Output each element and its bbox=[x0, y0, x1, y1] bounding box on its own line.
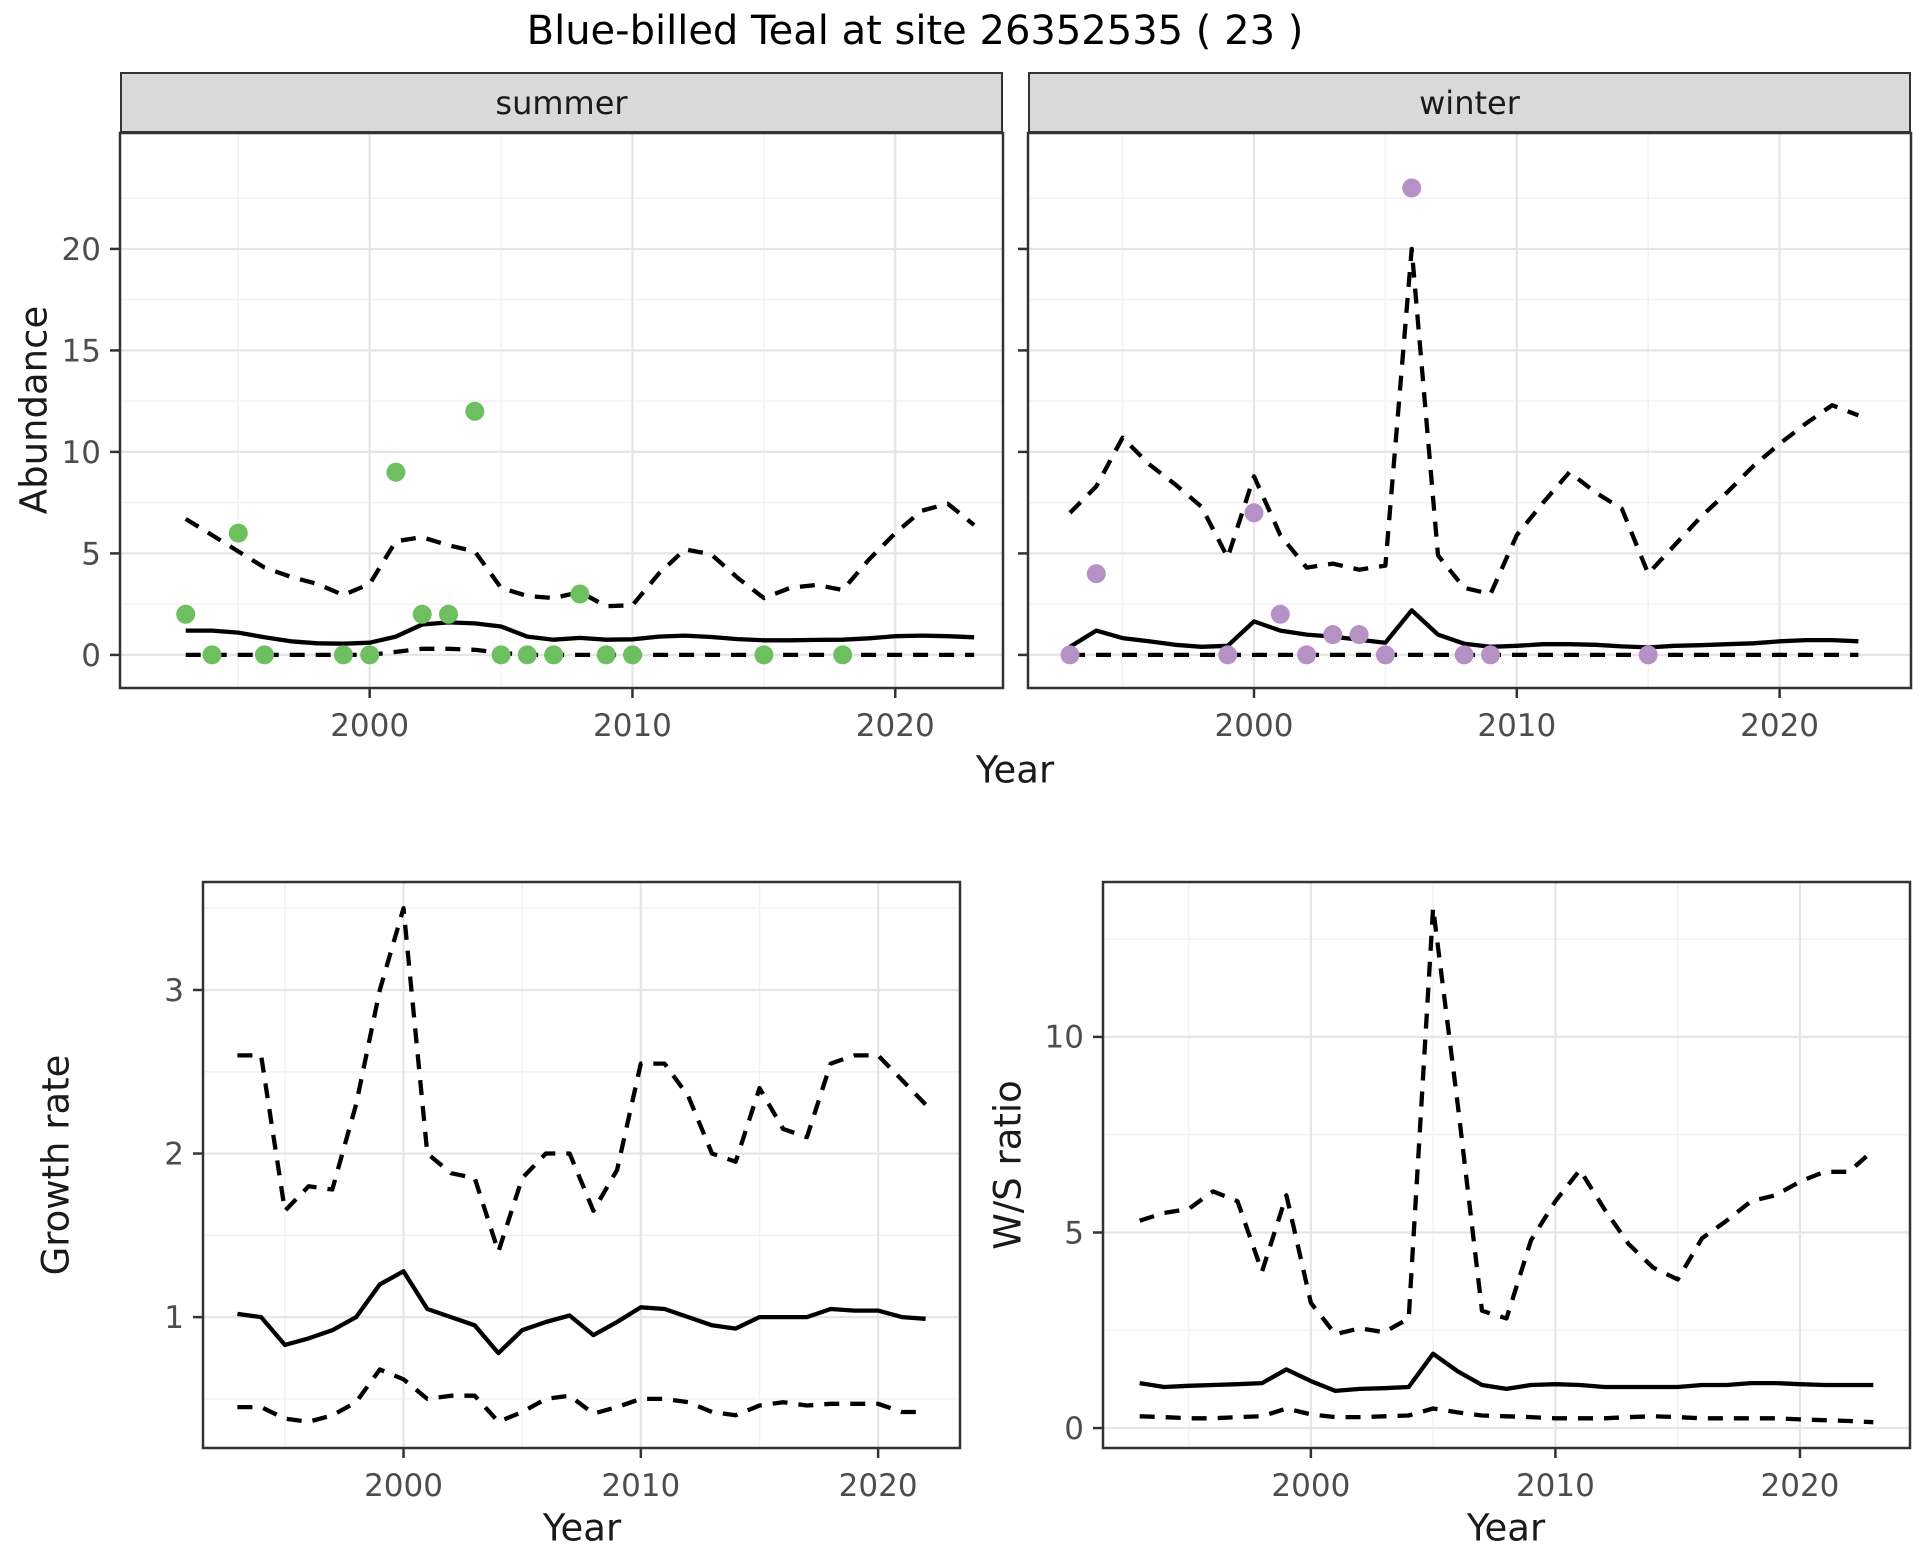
panel-background bbox=[1028, 133, 1911, 688]
facet-strip-winter-label: winter bbox=[1419, 83, 1520, 122]
chart-title: Blue-billed Teal at site 26352535 ( 23 ) bbox=[526, 8, 1304, 54]
series-line-mean-abundance-summer bbox=[185, 620, 975, 646]
data-point-abundance-winter bbox=[1638, 645, 1658, 665]
panel-border-abundance-summer bbox=[118, 131, 1005, 690]
data-point-abundance-summer bbox=[570, 584, 590, 604]
y-axis-title-abundance: Abundance bbox=[12, 305, 56, 515]
panel-border-abundance-winter bbox=[1026, 131, 1913, 690]
data-point-abundance-summer bbox=[754, 645, 774, 665]
x-tick-label: 2020 bbox=[1740, 708, 1819, 744]
data-point-abundance-summer bbox=[386, 462, 406, 482]
x-tick-label: 2010 bbox=[1477, 708, 1556, 744]
data-point-abundance-winter bbox=[1297, 645, 1317, 665]
x-tick-label: 2020 bbox=[1761, 1468, 1840, 1504]
y-tick-label: 5 bbox=[81, 536, 101, 572]
series-line-upper-ci-ws-ratio bbox=[1139, 905, 1875, 1337]
series-line-lower-ci-ws-ratio bbox=[1139, 1406, 1874, 1425]
data-point-abundance-winter bbox=[1060, 645, 1080, 665]
data-point-abundance-summer bbox=[255, 645, 274, 665]
data-point-abundance-winter bbox=[1244, 503, 1264, 523]
data-point-abundance-summer bbox=[833, 645, 853, 665]
y-axis-title-ws-ratio: W/S ratio bbox=[986, 1080, 1030, 1250]
y-tick-label: 0 bbox=[81, 638, 101, 674]
data-point-abundance-winter bbox=[1402, 178, 1422, 198]
x-axis-title-year-top: Year bbox=[975, 748, 1055, 792]
facet-strip-summer-label: summer bbox=[495, 83, 628, 122]
data-point-abundance-winter bbox=[1481, 645, 1500, 665]
panel-background bbox=[203, 882, 960, 1448]
facet-strip-winter: winter bbox=[1028, 72, 1911, 133]
series-line-lower-ci-growth-rate bbox=[237, 1367, 926, 1424]
y-tick-label: 15 bbox=[62, 333, 101, 369]
y-tick-label: 10 bbox=[62, 435, 101, 471]
data-point-abundance-winter bbox=[1349, 625, 1369, 645]
x-tick-label: 2020 bbox=[856, 708, 935, 744]
x-axis-title-year-ws: Year bbox=[1466, 1506, 1546, 1550]
panel-background bbox=[1103, 882, 1910, 1448]
panel-border-ws-ratio bbox=[1101, 880, 1912, 1450]
data-point-abundance-summer bbox=[176, 604, 196, 624]
series-line-upper-ci-growth-rate bbox=[237, 906, 928, 1254]
y-tick-label: 0 bbox=[1064, 1411, 1084, 1447]
data-point-abundance-winter bbox=[1323, 625, 1343, 645]
data-point-abundance-summer bbox=[465, 401, 485, 421]
y-tick-label: 5 bbox=[1064, 1215, 1084, 1251]
x-tick-label: 2000 bbox=[364, 1468, 443, 1504]
data-point-abundance-summer bbox=[544, 645, 564, 665]
y-tick-label: 1 bbox=[164, 1300, 184, 1336]
data-point-abundance-summer bbox=[517, 645, 537, 665]
data-point-abundance-winter bbox=[1270, 604, 1290, 624]
facet-strip-summer: summer bbox=[120, 72, 1003, 133]
y-tick-label: 2 bbox=[164, 1136, 184, 1172]
data-point-abundance-winter bbox=[1086, 564, 1106, 584]
x-tick-label: 2010 bbox=[593, 708, 672, 744]
series-line-mean-growth-rate bbox=[237, 1269, 926, 1356]
data-point-abundance-winter bbox=[1218, 645, 1238, 665]
x-tick-label: 2000 bbox=[1271, 1468, 1350, 1504]
x-tick-label: 2010 bbox=[1516, 1468, 1595, 1504]
data-point-abundance-summer bbox=[623, 645, 642, 665]
series-line-upper-ci-abundance-winter bbox=[1068, 246, 1860, 597]
x-tick-label: 2010 bbox=[601, 1468, 680, 1504]
series-line-mean-ws-ratio bbox=[1139, 1351, 1874, 1394]
y-tick-label: 3 bbox=[164, 973, 184, 1009]
data-point-abundance-summer bbox=[228, 523, 248, 543]
data-point-abundance-summer bbox=[202, 645, 222, 665]
y-axis-title-growth-rate: Growth rate bbox=[34, 1054, 78, 1276]
y-tick-label: 10 bbox=[1045, 1020, 1084, 1056]
y-tick-label: 20 bbox=[62, 232, 101, 268]
data-point-abundance-summer bbox=[491, 645, 511, 665]
x-tick-label: 2000 bbox=[1215, 708, 1294, 744]
data-point-abundance-summer bbox=[412, 604, 432, 624]
data-point-abundance-summer bbox=[596, 645, 616, 665]
x-tick-label: 2020 bbox=[839, 1468, 918, 1504]
data-point-abundance-winter bbox=[1375, 645, 1395, 665]
x-tick-label: 2000 bbox=[330, 708, 409, 744]
data-point-abundance-winter bbox=[1454, 645, 1474, 665]
data-point-abundance-summer bbox=[333, 645, 353, 665]
data-point-abundance-summer bbox=[360, 645, 380, 665]
x-axis-title-year-growth: Year bbox=[542, 1506, 622, 1550]
panel-border-growth-rate bbox=[201, 880, 962, 1450]
data-point-abundance-summer bbox=[439, 604, 458, 624]
series-line-mean-abundance-winter bbox=[1068, 608, 1859, 650]
